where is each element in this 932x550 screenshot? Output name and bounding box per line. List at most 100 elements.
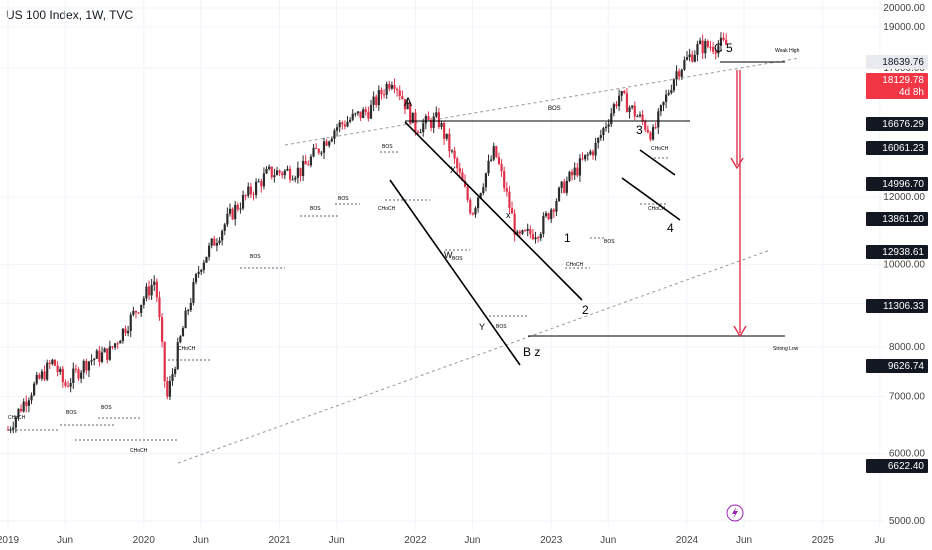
- candle-body: [539, 233, 542, 239]
- candle-body: [701, 40, 704, 54]
- candle-body: [153, 281, 156, 286]
- candle-body: [369, 104, 373, 119]
- candle-body: [610, 113, 613, 125]
- candle-body: [176, 342, 179, 370]
- candle-body: [275, 170, 279, 176]
- candle-body: [236, 204, 239, 210]
- candle-body: [328, 141, 331, 146]
- candle-body: [382, 94, 386, 96]
- candle-body: [578, 158, 582, 176]
- structure-label: CHoCH: [566, 262, 584, 268]
- candle-body: [712, 47, 715, 52]
- candle-body: [85, 361, 88, 371]
- candle-body: [77, 369, 80, 379]
- candle-body: [241, 195, 245, 209]
- x-tick-label: 2020: [133, 535, 156, 546]
- candle-body: [38, 374, 41, 379]
- candle-body: [194, 274, 198, 283]
- price-box: [866, 117, 928, 131]
- candle-body: [484, 173, 488, 188]
- x-tick-label: Jun: [736, 535, 752, 546]
- candle-body: [604, 126, 608, 129]
- candle-body: [597, 138, 600, 143]
- candle-body: [207, 245, 211, 257]
- candle-body: [108, 346, 111, 360]
- price-box-label: 6622.40: [888, 461, 925, 472]
- candle-body: [25, 401, 28, 406]
- candle-body: [620, 91, 623, 96]
- candle-body: [273, 175, 276, 178]
- candle-body: [184, 310, 187, 329]
- candle-body: [119, 340, 122, 344]
- candle-body: [570, 171, 574, 176]
- candle-body: [61, 368, 64, 383]
- candle-body: [586, 154, 589, 156]
- price-box: [866, 245, 928, 259]
- candle-body: [268, 166, 271, 169]
- x-axis[interactable]: 2019 Jun 2020 Jun 2021 Jun 2022 Jun 2023 Jun 2024 J…: [0, 535, 885, 546]
- candle-body: [469, 199, 472, 214]
- candle-body: [59, 368, 62, 373]
- candle-body: [589, 151, 592, 155]
- candle-body: [325, 141, 328, 146]
- price-box-label: 16061.23: [882, 143, 924, 154]
- candle-body: [338, 122, 341, 128]
- candle-body: [526, 229, 529, 231]
- candle-body: [495, 146, 498, 158]
- candle-body: [281, 172, 284, 176]
- candle-body: [239, 208, 242, 210]
- candle-body: [181, 328, 185, 337]
- candle-body: [189, 302, 192, 311]
- candle-body: [396, 88, 399, 91]
- candle-body: [458, 168, 461, 173]
- structure-label: CHoCH: [130, 448, 148, 454]
- candle-body: [670, 90, 673, 94]
- candle-body: [33, 383, 36, 396]
- x-tick-label: Jun: [329, 535, 345, 546]
- candle-body: [19, 408, 23, 412]
- candle-body: [64, 382, 67, 386]
- candle-body: [390, 85, 393, 89]
- y-tick-label: 6000.00: [889, 449, 926, 460]
- price-box-label: 14996.70: [882, 179, 924, 190]
- y-tick-label: 7000.00: [889, 391, 926, 402]
- wave-label-1: 1: [564, 231, 571, 245]
- candle-body: [719, 37, 723, 46]
- candle-body: [461, 172, 464, 181]
- candle-body: [231, 208, 234, 220]
- weak-high-label: Weak High: [775, 48, 800, 54]
- price-box-label: 13861.20: [882, 214, 924, 225]
- projection-arrowhead-1: [730, 157, 744, 170]
- trendline-a-to-2: [404, 121, 583, 301]
- candle-body: [568, 171, 571, 181]
- candle-body: [168, 380, 172, 397]
- candle-body: [565, 180, 568, 193]
- candle-body: [372, 96, 375, 105]
- candle-body: [435, 112, 438, 117]
- candle-body: [409, 102, 412, 123]
- y-tick-label: 20000.00: [883, 3, 925, 14]
- candle-body: [299, 167, 302, 177]
- wave-label-x-big: X: [450, 165, 456, 175]
- candle-body: [534, 237, 537, 240]
- y-tick-label: 12000.00: [883, 192, 925, 203]
- candle-body: [615, 104, 618, 107]
- structure-label: BOS: [382, 144, 393, 150]
- candle-body: [644, 121, 647, 130]
- price-box: [866, 73, 928, 99]
- candle-body: [330, 138, 333, 142]
- candle-body: [437, 112, 441, 127]
- candle-body: [364, 109, 367, 112]
- candle-body: [87, 361, 91, 371]
- candle-body: [74, 368, 77, 370]
- candle-body: [581, 158, 584, 160]
- candle-body: [654, 127, 657, 129]
- candle-body: [471, 213, 474, 215]
- x-tick-label: 2023: [540, 535, 563, 546]
- candle-body: [709, 46, 712, 48]
- candle-body: [385, 83, 388, 95]
- candle-body: [641, 114, 644, 122]
- candle-body: [646, 129, 649, 133]
- candle-body: [508, 191, 511, 209]
